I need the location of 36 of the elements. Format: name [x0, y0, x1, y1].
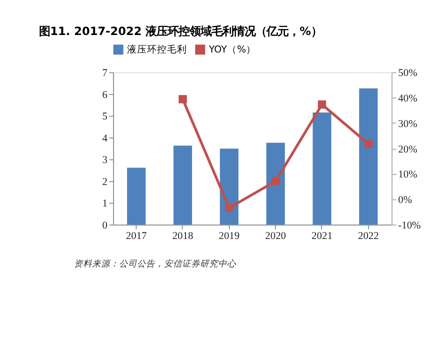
bar [127, 168, 146, 225]
point [178, 95, 187, 104]
x-tick-label: 2020 [265, 230, 286, 242]
text: 资料来源：公司公告，安信证券研究中心 [74, 258, 237, 270]
x-tick-label: 2017 [126, 230, 147, 242]
x-tick-label: 2021 [312, 230, 332, 242]
y-tick-label: 6 [102, 90, 108, 101]
y2-tick-label: -10% [398, 220, 422, 232]
y-tick-label: 2 [102, 176, 108, 188]
bar [266, 142, 285, 225]
point [225, 204, 234, 212]
y-tick-label: 1 [102, 198, 108, 210]
y-tick-label: 3 [102, 155, 108, 166]
y-tick-label: 5 [102, 112, 108, 123]
y2-tick-label: 30% [398, 118, 418, 130]
y2-tick-label: 20% [398, 144, 418, 156]
x-tick-label: 2022 [358, 230, 379, 242]
x-tick-label: 2018 [172, 230, 194, 242]
y-tick-label: 7 [102, 68, 108, 80]
point [364, 140, 373, 148]
x-tick-label: 2019 [218, 230, 240, 242]
y2-tick-label: 40% [398, 94, 418, 105]
legend-label: 液压环控毛利 [127, 43, 188, 56]
chart-title: 图11. 2017-2022 液压环控领域毛利情况（亿元，%） [39, 24, 322, 38]
y2-tick-label: 0% [398, 195, 412, 206]
bar [359, 88, 378, 225]
bar [312, 112, 332, 225]
bar [220, 148, 238, 225]
y2-tick-label: 50% [398, 68, 418, 80]
bar [173, 146, 192, 225]
y-tick-label: 0 [102, 220, 108, 232]
legend-label: YOY（%） [208, 44, 256, 56]
y2-tick-label: 10% [398, 170, 418, 181]
point [271, 177, 280, 186]
y-tick-label: 4 [102, 133, 108, 144]
point [318, 100, 326, 109]
